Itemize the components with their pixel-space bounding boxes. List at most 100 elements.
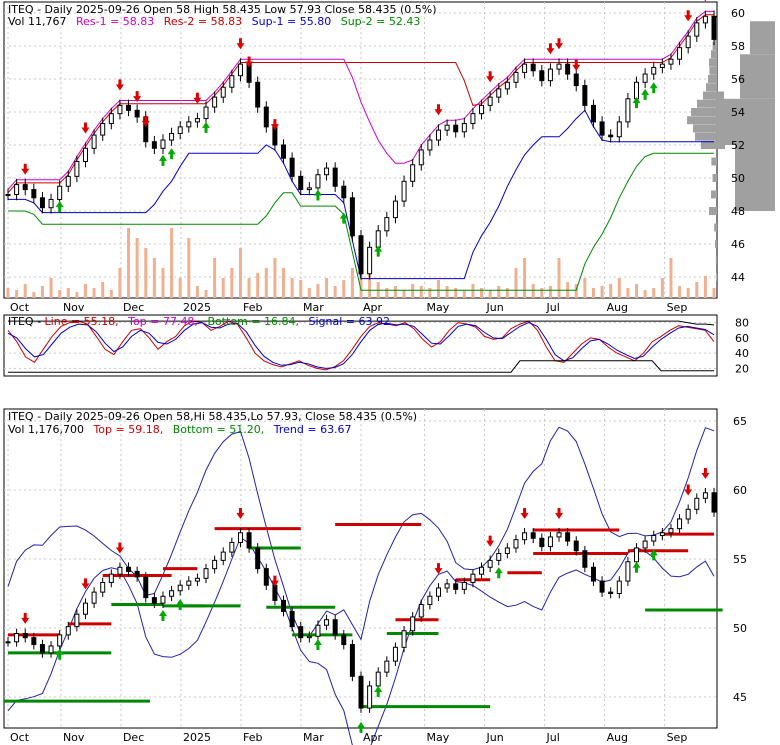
down-arrow [21, 163, 30, 175]
panel1-legend: Vol 11,767 Res-1 = 58.83 Res-2 = 58.83 S… [8, 15, 420, 28]
candle-body [625, 561, 631, 582]
candle-body [117, 566, 123, 575]
candle-body [31, 637, 37, 646]
y-tick-label: 50 [733, 622, 747, 635]
up-arrow [641, 88, 650, 100]
x-tick-label: Apr [363, 731, 383, 744]
x-tick-label: Mar [303, 731, 324, 744]
down-arrow [21, 612, 30, 624]
volume-profile [687, 17, 775, 281]
x-tick-label: Jul [546, 301, 560, 314]
osc-line-line [7, 320, 715, 371]
candle-body [410, 164, 416, 182]
candle-body [435, 587, 441, 597]
candle-body [677, 518, 683, 530]
panel1-candles [5, 10, 717, 280]
down-arrow [684, 10, 693, 22]
up-arrow [649, 549, 658, 561]
signal-label: Signal = 63.92 [308, 315, 390, 328]
candle-body [255, 547, 261, 570]
candle-body [479, 566, 485, 575]
volume-bar [462, 290, 466, 298]
x-tick-label: Dec [123, 301, 144, 314]
x-tick-label: Feb [243, 731, 262, 744]
volume-bar [411, 284, 415, 298]
candle-body [229, 541, 235, 553]
candle-body [642, 73, 648, 83]
up-arrow [632, 97, 641, 109]
x-tick-label: Sep [667, 731, 688, 744]
profile-bar [709, 58, 717, 67]
candle-body [160, 139, 166, 149]
candle-body [479, 104, 485, 115]
candle-body [401, 180, 407, 202]
candle-body [427, 595, 433, 606]
candle-body [685, 508, 691, 520]
up-arrow [176, 599, 185, 611]
candle-body [48, 198, 54, 209]
candle-body [186, 580, 192, 586]
candle-body [608, 134, 614, 138]
candle-body [65, 175, 71, 187]
panel3-vol: Vol 1,176,700 [8, 423, 84, 436]
down-arrow [486, 535, 495, 547]
panel1-vol: Vol 11,767 [8, 15, 66, 28]
panel1-title: ITEQ - Daily 2025-09-26 Open 58 High 58.… [8, 3, 437, 16]
candle-body [358, 235, 364, 275]
profile-bar [693, 124, 729, 133]
volume-bar [282, 268, 286, 298]
volume-bar [548, 286, 552, 298]
candle-body [74, 161, 80, 177]
candle-body [143, 576, 149, 599]
volume-bar [144, 248, 148, 298]
candle-body [590, 104, 596, 123]
x-tick-label: 2025 [183, 731, 211, 744]
panel2-legend: ITEQ - Line = 55.18, Top = 77.48, Bottom… [8, 315, 390, 328]
candle-body [616, 580, 622, 595]
down-arrow [684, 484, 693, 496]
x-tick-label: May [427, 731, 450, 744]
up-arrow [374, 685, 383, 697]
panel1-y-ticks: 60 58 56 54 52 50 48 46 44 [731, 7, 745, 284]
down-arrow [270, 119, 279, 131]
candle-body [5, 194, 11, 196]
panel3-x-labels: Oct Nov Dec 2025 Feb Mar Apr May Jun Jul Aug Sep [10, 731, 687, 744]
volume-bar [316, 284, 320, 298]
candle-body [702, 492, 708, 499]
volume-bar [152, 258, 156, 298]
panel1-x-labels: Oct Nov Dec 2025 Feb Mar Apr May Jun Jul Aug Sep [10, 301, 687, 314]
candle-body [444, 583, 450, 589]
volume-bar [600, 286, 604, 298]
candle-body [31, 189, 37, 199]
candle-body [186, 121, 192, 128]
candle-body [324, 619, 330, 626]
profile-bar [697, 99, 727, 108]
volume-bar [333, 286, 337, 298]
volume-bars [6, 228, 716, 298]
y-tick-label: 80 [735, 317, 749, 330]
candle-body [608, 591, 614, 594]
x-tick-label: Dec [123, 731, 144, 744]
profile-bar [714, 223, 717, 232]
candle-body [306, 187, 312, 191]
y-tick-label: 40 [735, 347, 749, 360]
profile-bar [709, 66, 717, 75]
candle-body [444, 124, 450, 131]
y-tick-label: 48 [731, 205, 745, 218]
res1-label: Res-1 = 58.83 [76, 15, 154, 28]
volume-bar [695, 282, 699, 298]
candle-body [513, 71, 519, 83]
volume-bar [32, 292, 36, 298]
volume-bar [660, 278, 664, 298]
profile-bar [715, 240, 717, 248]
candle-body [74, 613, 80, 628]
volume-bar [419, 286, 423, 298]
y-tick-label: 65 [733, 415, 747, 428]
down-arrow [141, 115, 150, 127]
down-arrow [236, 507, 245, 519]
y-tick-label: 60 [733, 484, 747, 497]
candle-body [169, 132, 175, 141]
down-arrow [555, 38, 564, 50]
candle-body [5, 641, 11, 644]
